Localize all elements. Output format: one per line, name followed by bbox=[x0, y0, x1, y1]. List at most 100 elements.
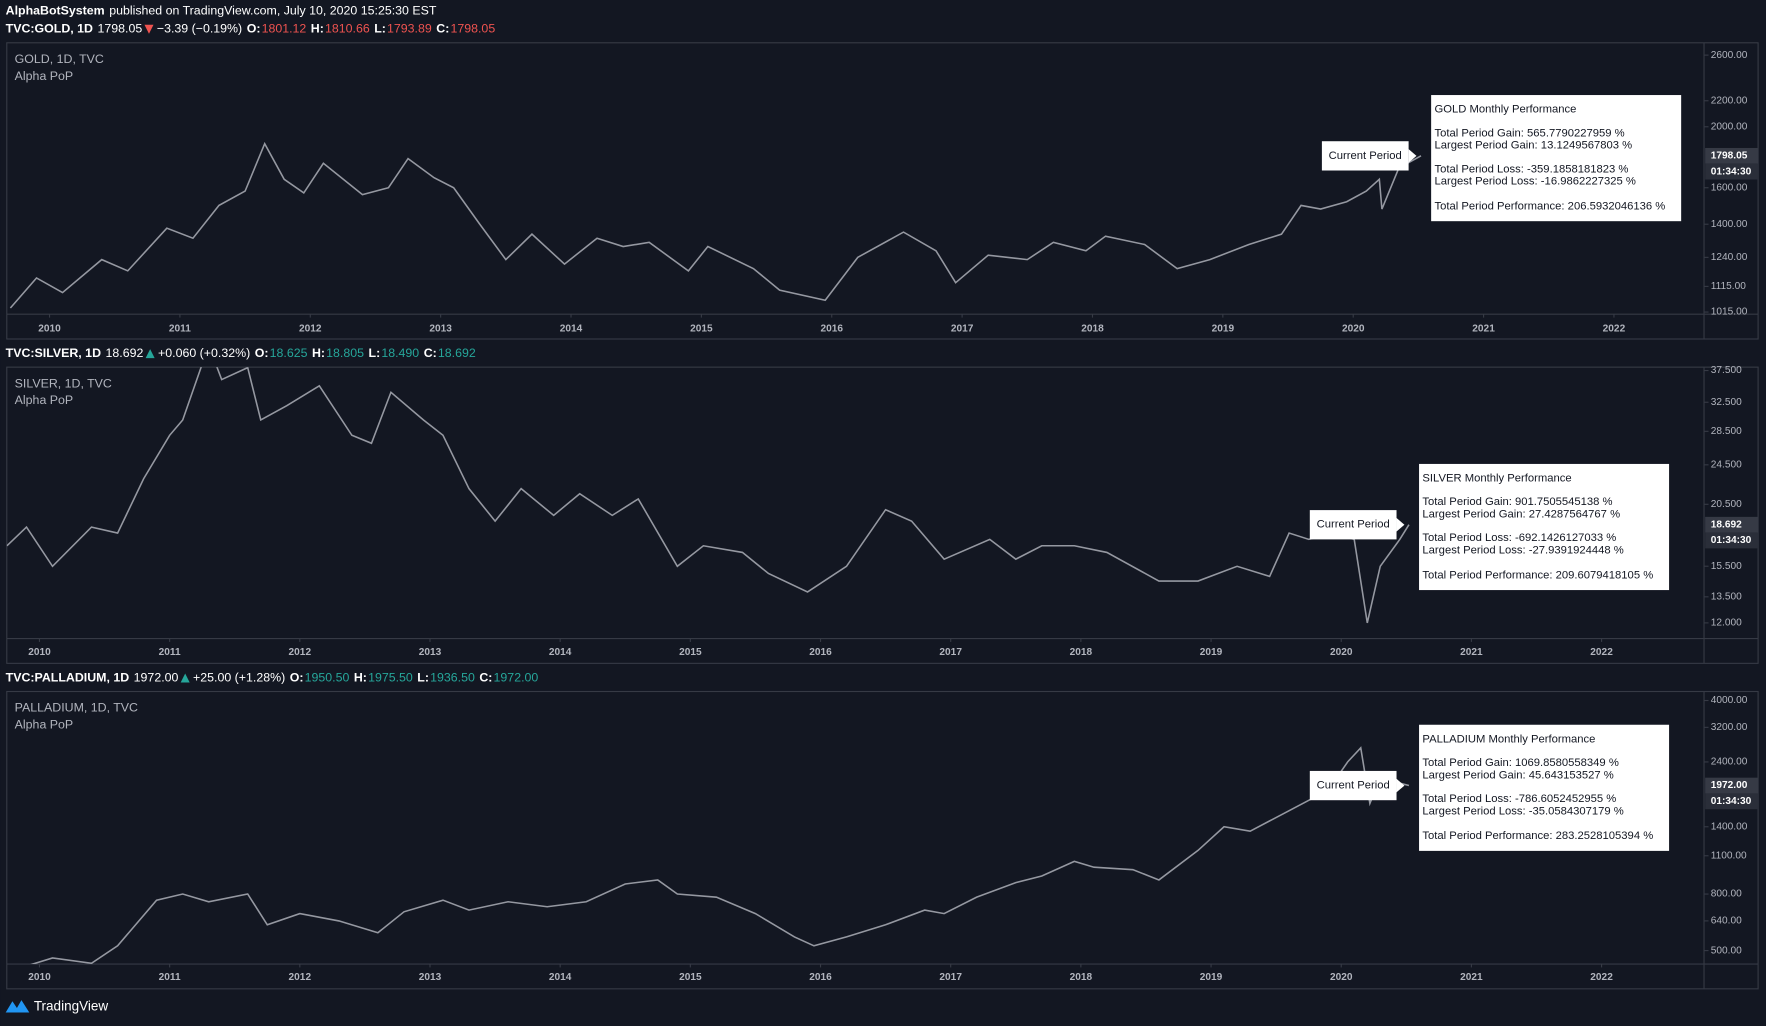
x-tick-label: 2014 bbox=[560, 324, 583, 335]
y-tick-label: 1015.00 bbox=[1711, 307, 1748, 318]
x-tick-label: 2014 bbox=[549, 647, 572, 658]
last-price-tag bbox=[1705, 516, 1759, 533]
symbol: TVC:PALLADIUM, 1D bbox=[6, 670, 130, 684]
y-tick-label: 15.500 bbox=[1711, 561, 1742, 572]
x-tick-label: 2014 bbox=[549, 972, 572, 983]
ohlc-value: 1975.50 bbox=[368, 670, 413, 684]
symbol: TVC:SILVER, 1D bbox=[6, 346, 101, 360]
x-tick-label: 2012 bbox=[289, 972, 312, 983]
ohlc-label: H: bbox=[311, 22, 324, 36]
x-tick-label: 2022 bbox=[1603, 324, 1626, 335]
ohlc-label: L: bbox=[374, 22, 386, 36]
ohlc-label: L: bbox=[369, 346, 381, 360]
ohlc-label: L: bbox=[417, 670, 429, 684]
y-tick-label: 1600.00 bbox=[1711, 182, 1748, 193]
change-arrow bbox=[144, 24, 154, 34]
countdown-tag bbox=[1705, 163, 1759, 180]
performance-line: Total Period Performance: 206.5932046136… bbox=[1435, 201, 1666, 213]
last-price-tag bbox=[1705, 777, 1759, 794]
x-tick-label: 2013 bbox=[419, 972, 442, 983]
x-tick-label: 2012 bbox=[289, 647, 312, 658]
panel-title: SILVER, 1D, TVC bbox=[15, 376, 112, 390]
performance-line: Total Period Loss: -786.6052452955 % bbox=[1422, 793, 1616, 805]
y-tick-label: 2000.00 bbox=[1711, 121, 1748, 132]
x-tick-label: 2018 bbox=[1070, 972, 1093, 983]
current-period-pointer bbox=[1408, 149, 1417, 163]
x-tick-label: 2019 bbox=[1200, 972, 1223, 983]
y-tick-label: 2600.00 bbox=[1711, 50, 1748, 61]
y-tick-label: 1400.00 bbox=[1711, 821, 1748, 832]
ohlc-label: H: bbox=[354, 670, 367, 684]
panel-frame bbox=[6, 366, 1759, 664]
countdown: 01:34:30 bbox=[1711, 535, 1752, 546]
panel-frame bbox=[6, 42, 1759, 340]
last-price: 1972.00 bbox=[134, 670, 179, 684]
x-tick-label: 2018 bbox=[1070, 647, 1093, 658]
performance-box bbox=[1419, 724, 1670, 851]
current-period-box bbox=[1309, 510, 1397, 540]
ohlc-value: 1936.50 bbox=[430, 670, 475, 684]
performance-line: Total Period Performance: 209.6079418105… bbox=[1422, 569, 1653, 581]
published-line: published on TradingView.com, July 10, 2… bbox=[109, 4, 437, 18]
price-line bbox=[30, 746, 1410, 965]
last-price-tag bbox=[1705, 147, 1759, 164]
author: AlphaBotSystem bbox=[6, 4, 105, 18]
y-tick-label: 13.500 bbox=[1711, 591, 1742, 602]
x-tick-label: 2011 bbox=[169, 324, 191, 335]
price-line bbox=[6, 367, 1410, 624]
performance-line: Largest Period Loss: -16.9862227325 % bbox=[1435, 176, 1636, 188]
ohlc-value: 1798.05 bbox=[450, 22, 495, 36]
panel-title: GOLD, 1D, TVC bbox=[15, 52, 104, 66]
performance-line: Largest Period Gain: 13.1249567803 % bbox=[1435, 140, 1633, 152]
change-arrow bbox=[180, 673, 190, 683]
last-price: 1798.05 bbox=[97, 22, 142, 36]
x-tick-label: 2020 bbox=[1330, 972, 1353, 983]
indicator-name: Alpha PoP bbox=[15, 718, 73, 732]
y-tick-label: 24.500 bbox=[1711, 459, 1742, 470]
x-tick-label: 2017 bbox=[939, 647, 962, 658]
x-tick-label: 2016 bbox=[809, 972, 832, 983]
ohlc-label: O: bbox=[255, 346, 269, 360]
x-tick-label: 2021 bbox=[1472, 324, 1495, 335]
performance-line: Total Period Loss: -692.1426127033 % bbox=[1422, 532, 1616, 544]
x-tick-label: 2016 bbox=[809, 647, 832, 658]
y-tick-label: 1115.00 bbox=[1711, 281, 1746, 292]
indicator-name: Alpha PoP bbox=[15, 69, 73, 83]
x-tick-label: 2017 bbox=[939, 972, 962, 983]
brand-logo bbox=[5, 1000, 30, 1013]
performance-title: SILVER Monthly Performance bbox=[1422, 473, 1571, 485]
x-tick-label: 2022 bbox=[1590, 647, 1613, 658]
x-tick-label: 2020 bbox=[1342, 324, 1365, 335]
x-tick-label: 2019 bbox=[1212, 324, 1235, 335]
performance-box bbox=[1419, 463, 1670, 591]
current-period-pointer bbox=[1396, 778, 1405, 793]
x-tick-label: 2021 bbox=[1460, 972, 1483, 983]
ohlc-value: 1950.50 bbox=[305, 670, 350, 684]
performance-line: Largest Period Gain: 45.643153527 % bbox=[1422, 769, 1613, 781]
last-price-tag-label: 1972.00 bbox=[1711, 780, 1748, 791]
ohlc-label: C: bbox=[436, 22, 449, 36]
performance-line: Total Period Gain: 901.7505545138 % bbox=[1422, 496, 1612, 508]
x-tick-label: 2013 bbox=[429, 324, 452, 335]
ohlc-value: 18.805 bbox=[326, 346, 364, 360]
x-tick-label: 2010 bbox=[28, 972, 51, 983]
ohlc-label: O: bbox=[290, 670, 304, 684]
ohlc-label: C: bbox=[424, 346, 437, 360]
performance-line: Largest Period Gain: 27.4287564767 % bbox=[1422, 509, 1620, 521]
x-tick-label: 2015 bbox=[679, 972, 702, 983]
y-tick-label: 1100.00 bbox=[1711, 850, 1747, 861]
ohlc-value: 18.625 bbox=[270, 346, 308, 360]
performance-line: Total Period Gain: 1069.8580558349 % bbox=[1422, 757, 1618, 769]
price-line bbox=[9, 141, 1422, 309]
y-tick-label: 800.00 bbox=[1711, 889, 1742, 900]
performance-line: Total Period Gain: 565.7790227959 % bbox=[1435, 127, 1625, 139]
y-tick-label: 12.000 bbox=[1711, 618, 1742, 629]
countdown-tag bbox=[1705, 532, 1759, 549]
y-tick-label: 4000.00 bbox=[1711, 695, 1748, 706]
performance-title: GOLD Monthly Performance bbox=[1435, 104, 1577, 116]
ohlc-value: 18.490 bbox=[381, 346, 419, 360]
x-tick-label: 2010 bbox=[28, 647, 51, 658]
x-tick-label: 2015 bbox=[679, 647, 702, 658]
y-tick-label: 37.500 bbox=[1711, 365, 1742, 376]
countdown-tag bbox=[1705, 793, 1759, 810]
